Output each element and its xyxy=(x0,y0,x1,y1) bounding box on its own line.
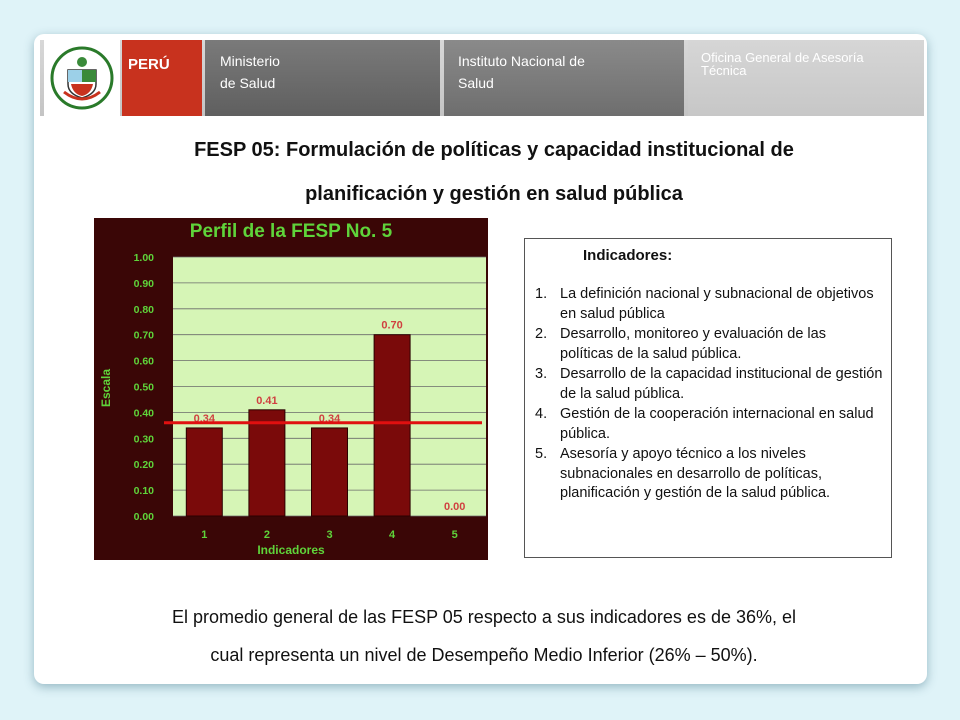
header-oficina-line1: Oficina General de Asesoría xyxy=(701,50,864,65)
header-ins: Instituto Nacional de Salud xyxy=(444,40,684,116)
slide-card: PERÚ Ministerio de Salud Instituto Nacion… xyxy=(34,34,927,684)
x-tick-label: 3 xyxy=(326,529,332,541)
header-peru: PERÚ xyxy=(122,40,202,116)
indicators-title: Indicadores: xyxy=(583,247,673,264)
indicators-list: 1. La definición nacional y subnacional d… xyxy=(535,285,883,505)
data-label: 0.70 xyxy=(381,320,402,332)
summary-text: El promedio general de las FESP 05 respe… xyxy=(74,598,894,674)
y-tick-label: 0.40 xyxy=(134,407,155,419)
slide-title-line1: FESP 05: Formulación de políticas y capa… xyxy=(194,139,794,161)
indicator-item: 2. Desarrollo, monitoreo y evaluación de … xyxy=(535,325,883,364)
y-tick-label: 0.70 xyxy=(134,330,155,342)
indicator-item: 4. Gestión de la cooperación internaciona… xyxy=(535,405,883,444)
header-ministerio-line2: de Salud xyxy=(220,75,276,91)
header-ins-line2: Salud xyxy=(458,75,494,91)
indicator-text: Desarrollo de la capacidad institucional… xyxy=(560,366,883,402)
bar xyxy=(185,427,223,517)
indicator-item: 5. Asesoría y apoyo técnico a los niveles… xyxy=(535,445,883,504)
y-tick-label: 1.00 xyxy=(134,252,155,264)
slide-title: FESP 05: Formulación de políticas y capa… xyxy=(94,128,894,216)
y-tick-label: 0.30 xyxy=(134,433,155,445)
indicator-num: 1. xyxy=(535,286,548,302)
x-tick-label: 5 xyxy=(452,529,458,541)
y-tick-label: 0.50 xyxy=(134,382,155,394)
indicator-text: La definición nacional y subnacional de … xyxy=(560,286,874,322)
indicator-text: Desarrollo, monitoreo y evaluación de la… xyxy=(560,326,826,362)
y-tick-label: 0.90 xyxy=(134,278,155,290)
indicators-box: Indicadores: 1. La definición nacional y … xyxy=(524,238,892,558)
indicator-item: 1. La definición nacional y subnacional d… xyxy=(535,285,883,324)
y-axis-label: Escala xyxy=(99,369,113,407)
bar-chart-svg: Perfil de la FESP No. 5 0.00 0.10 0.20 0.30 0… xyxy=(99,221,486,557)
data-label: 0.41 xyxy=(256,395,277,407)
header-peru-label: PERÚ xyxy=(128,56,170,73)
header-oficina: Oficina General de Asesoría Técnica xyxy=(688,40,924,116)
bar xyxy=(373,334,411,517)
x-tick-label: 2 xyxy=(264,529,270,541)
indicator-item: 3. Desarrollo de la capacidad institucion… xyxy=(535,365,883,404)
header-ministerio: Ministerio de Salud xyxy=(205,40,440,116)
bar-chart: Perfil de la FESP No. 5 0.00 0.10 0.20 0.30 0… xyxy=(94,218,488,560)
summary-line2: cual representa un nivel de Desempeño Me… xyxy=(210,645,758,665)
x-axis-label: Indicadores xyxy=(257,543,325,557)
header-ministerio-line1: Ministerio xyxy=(220,53,280,69)
indicator-num: 2. xyxy=(535,326,548,342)
header-ins-line1: Instituto Nacional de xyxy=(458,53,585,69)
x-tick-label: 1 xyxy=(201,529,207,541)
bar xyxy=(248,409,286,517)
y-tick-label: 0.80 xyxy=(134,304,155,316)
x-tick-label: 4 xyxy=(389,529,396,541)
indicator-text: Gestión de la cooperación internacional … xyxy=(560,406,874,442)
y-tick-label: 0.20 xyxy=(134,459,155,471)
slide-title-line2: planificación y gestión en salud pública xyxy=(305,183,683,205)
header-oficina-line2: Técnica xyxy=(701,63,747,78)
y-tick-label: 0.10 xyxy=(134,485,155,497)
indicator-num: 4. xyxy=(535,406,548,422)
y-tick-label: 0.00 xyxy=(134,511,155,523)
indicator-num: 3. xyxy=(535,366,548,382)
indicator-text: Asesoría y apoyo técnico a los niveles s… xyxy=(560,446,831,501)
header-banner: PERÚ Ministerio de Salud Instituto Nacion… xyxy=(40,40,924,116)
data-label: 0.00 xyxy=(444,501,465,513)
chart-title: Perfil de la FESP No. 5 xyxy=(190,221,393,242)
summary-line1: El promedio general de las FESP 05 respe… xyxy=(171,607,797,627)
y-tick-label: 0.60 xyxy=(134,356,155,368)
bar xyxy=(311,427,348,517)
indicator-num: 5. xyxy=(535,446,548,462)
coat-of-arms-logo xyxy=(44,40,120,116)
